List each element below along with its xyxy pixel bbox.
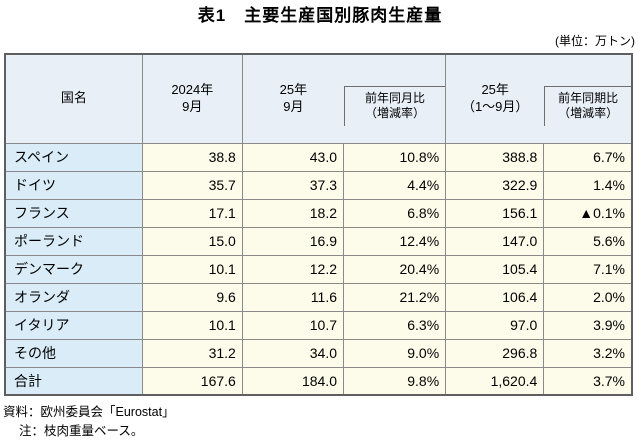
pork-production-table: 国名 2024年 9月 25年 9月 前年同月比 （増減率） 25年 （1～9月… bbox=[4, 53, 633, 397]
table-row-italy: イタリア 10.1 10.7 6.3% 97.0 3.9% bbox=[4, 310, 633, 340]
value-cell: 6.3% bbox=[342, 310, 447, 340]
table-row-netherlands: オランダ 9.6 11.6 21.2% 106.4 2.0% bbox=[4, 282, 633, 312]
value-cell: 6.7% bbox=[543, 142, 633, 172]
country-cell: その他 bbox=[4, 338, 143, 368]
value-cell: 9.6 bbox=[141, 282, 243, 312]
value-cell: 106.4 bbox=[445, 282, 545, 312]
value-cell: 105.4 bbox=[445, 254, 545, 284]
value-cell: 17.1 bbox=[141, 198, 243, 228]
header-country: 国名 bbox=[4, 53, 143, 144]
table-row-germany: ドイツ 35.7 37.3 4.4% 322.9 1.4% bbox=[4, 170, 633, 200]
table-title: 表1 主要生産国別豚肉生産量 bbox=[197, 6, 443, 25]
value-cell: 4.4% bbox=[342, 170, 447, 200]
value-cell: 12.2 bbox=[241, 254, 345, 284]
value-cell: 10.7 bbox=[241, 310, 345, 340]
value-cell: 3.7% bbox=[543, 366, 633, 396]
table-row-others: その他 31.2 34.0 9.0% 296.8 3.2% bbox=[4, 338, 633, 368]
value-cell negative-value: ▲0.1% bbox=[543, 198, 633, 228]
value-cell: 9.0% bbox=[342, 338, 447, 368]
value-cell: 38.8 bbox=[141, 142, 243, 172]
value-cell: 18.2 bbox=[241, 198, 345, 228]
table-row-total: 合計 167.6 184.0 9.8% 1,620.4 3.7% bbox=[4, 366, 633, 396]
country-cell: スペイン bbox=[4, 142, 143, 172]
country-cell: 合計 bbox=[4, 366, 143, 396]
value-cell: 6.8% bbox=[342, 198, 447, 228]
value-cell: 5.6% bbox=[543, 226, 633, 256]
value-cell: 10.1 bbox=[141, 254, 243, 284]
country-cell: オランダ bbox=[4, 282, 143, 312]
country-cell: ポーランド bbox=[4, 226, 143, 256]
value-cell: 15.0 bbox=[141, 226, 243, 256]
header-row: 国名 2024年 9月 25年 9月 前年同月比 （増減率） 25年 （1～9月… bbox=[4, 53, 633, 144]
header-2025-sep: 25年 9月 bbox=[279, 82, 308, 114]
footnotes: 資料：欧州委員会「Eurostat」 注：枝肉重量ベース。 bbox=[3, 403, 640, 441]
header-2024-sep: 2024年 9月 bbox=[141, 53, 243, 144]
table-row-france: フランス 17.1 18.2 6.8% 156.1 ▲0.1% bbox=[4, 198, 633, 228]
table-row-denmark: デンマーク 10.1 12.2 20.4% 105.4 7.1% bbox=[4, 254, 633, 284]
value-cell: 16.9 bbox=[241, 226, 345, 256]
value-cell: 12.4% bbox=[342, 226, 447, 256]
value-cell: 11.6 bbox=[241, 282, 345, 312]
country-cell: ドイツ bbox=[4, 170, 143, 200]
value-cell: 156.1 bbox=[445, 198, 545, 228]
value-cell: 3.2% bbox=[543, 338, 633, 368]
base-note: 注：枝肉重量ベース。 bbox=[19, 424, 144, 439]
value-cell: 35.7 bbox=[141, 170, 243, 200]
value-cell: 43.0 bbox=[241, 142, 345, 172]
value-cell: 37.3 bbox=[241, 170, 345, 200]
value-cell: 7.1% bbox=[543, 254, 633, 284]
value-cell: 322.9 bbox=[445, 170, 545, 200]
page: 表1 主要生産国別豚肉生産量 (単位：万トン) 国名 2024年 9月 25年 … bbox=[3, 6, 635, 438]
value-cell: 97.0 bbox=[445, 310, 545, 340]
header-2025-jansep-group: 25年 （1～9月） 前年同期比 （増減率） bbox=[445, 53, 633, 144]
table-body: スペイン 38.8 43.0 10.8% 388.8 6.7% ドイツ 35.7… bbox=[4, 142, 633, 396]
country-cell: デンマーク bbox=[4, 254, 143, 284]
value-cell: 20.4% bbox=[342, 254, 447, 284]
unit-note: (単位：万トン) bbox=[555, 34, 635, 48]
value-cell: 9.8% bbox=[342, 366, 447, 396]
value-cell: 21.2% bbox=[342, 282, 447, 312]
header-2025-jansep: 25年 （1～9月） bbox=[461, 82, 529, 114]
country-cell: フランス bbox=[4, 198, 143, 228]
value-cell: 2.0% bbox=[543, 282, 633, 312]
table-row-poland: ポーランド 15.0 16.9 12.4% 147.0 5.6% bbox=[4, 226, 633, 256]
value-cell: 296.8 bbox=[445, 338, 545, 368]
country-cell: イタリア bbox=[4, 310, 143, 340]
value-cell: 1.4% bbox=[543, 170, 633, 200]
value-cell: 34.0 bbox=[241, 338, 345, 368]
value-cell: 1,620.4 bbox=[445, 366, 545, 396]
value-cell: 10.1 bbox=[141, 310, 243, 340]
table-row-spain: スペイン 38.8 43.0 10.8% 388.8 6.7% bbox=[4, 142, 633, 172]
value-cell: 31.2 bbox=[141, 338, 243, 368]
header-2025-sep-group: 25年 9月 前年同月比 （増減率） bbox=[241, 53, 447, 144]
value-cell: 147.0 bbox=[445, 226, 545, 256]
value-cell: 10.8% bbox=[342, 142, 447, 172]
header-yoy-month: 前年同月比 （増減率） bbox=[343, 85, 445, 126]
value-cell: 184.0 bbox=[241, 366, 345, 396]
header-yoy-period: 前年同期比 （増減率） bbox=[544, 85, 631, 126]
value-cell: 3.9% bbox=[543, 310, 633, 340]
value-cell: 167.6 bbox=[141, 366, 243, 396]
value-cell: 388.8 bbox=[445, 142, 545, 172]
